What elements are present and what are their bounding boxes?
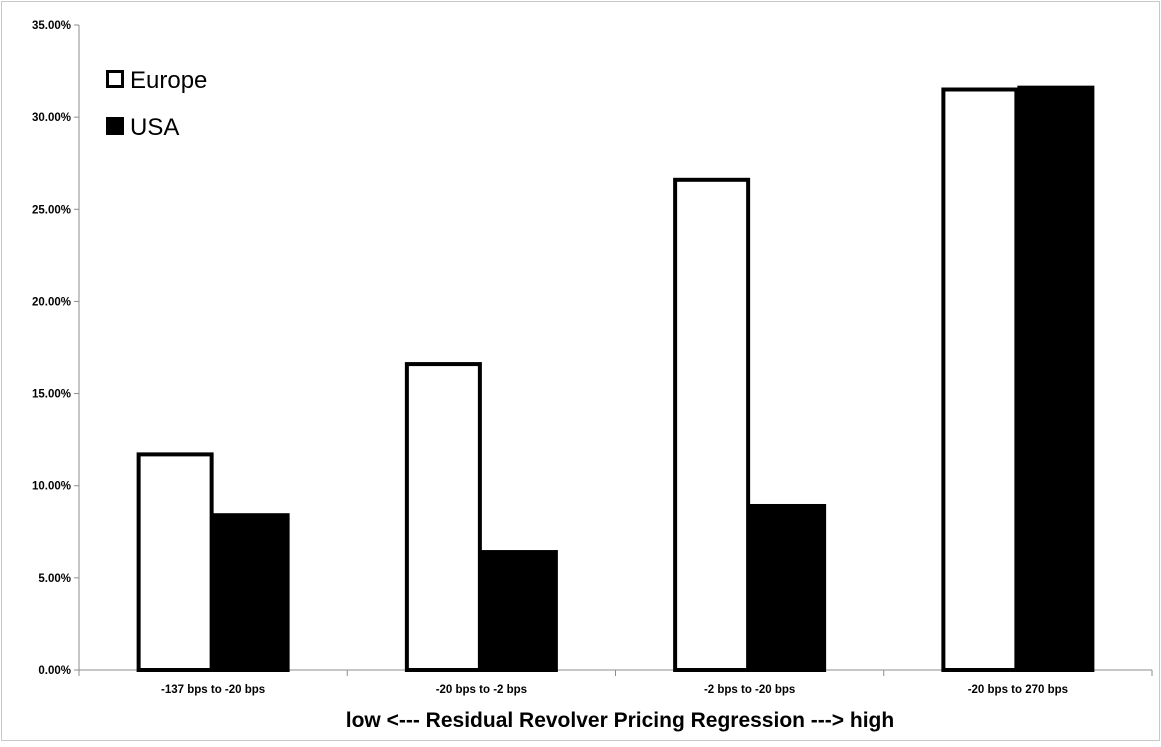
x-axis-title: low <--- Residual Revolver Pricing Regre… [346,709,894,732]
x-tick-label: -2 bps to -20 bps [704,684,795,696]
bar-europe [404,362,482,672]
legend: Europe USA [106,67,207,141]
bar-usa [212,513,290,673]
legend-swatch-europe [106,70,124,88]
bar-europe [136,452,214,672]
y-tick-label: 20.00% [32,296,71,308]
y-tick-label: 5.00% [38,573,71,585]
y-axis: 0.00% 5.00% 10.00% 15.00% 20.00% 25.00% 30.00%… [32,20,80,677]
bar-usa [480,550,558,672]
x-tick-label: -20 bps to -2 bps [436,684,527,696]
y-tick-label: 15.00% [32,389,71,401]
legend-label-europe: Europe [130,67,207,94]
x-tick-label: -137 bps to -20 bps [161,684,265,696]
y-tick-label: 25.00% [32,204,71,216]
legend-label-usa: USA [130,114,179,141]
y-tick-label: 10.00% [32,481,71,493]
y-tick-label: 0.00% [38,665,71,677]
y-tick-label: 35.00% [32,20,71,32]
bar-usa [1017,85,1095,672]
x-tick-label: -20 bps to 270 bps [968,684,1068,696]
bar-europe [673,177,751,673]
bars [136,85,1095,673]
legend-swatch-usa [106,117,124,135]
y-tick-label: 30.00% [32,112,71,124]
bar-usa [749,503,827,672]
bar-europe [941,87,1019,672]
